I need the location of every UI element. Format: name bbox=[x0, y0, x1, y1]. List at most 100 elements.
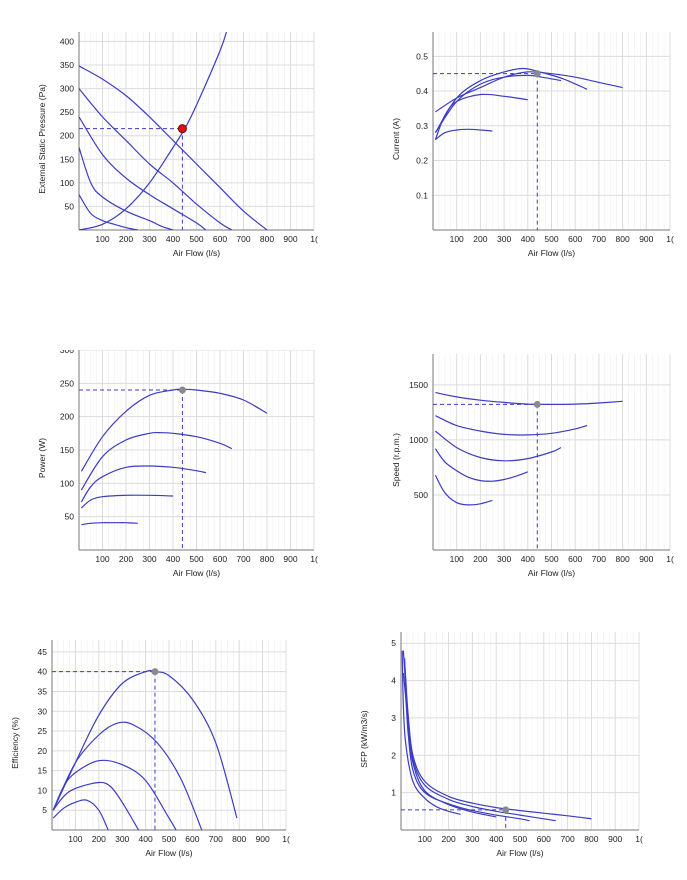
operating-point bbox=[533, 400, 541, 408]
series-group bbox=[401, 650, 592, 822]
gridlines bbox=[400, 632, 640, 830]
x-tick-label: 900 bbox=[639, 234, 653, 244]
y-tick-label: 200 bbox=[60, 412, 74, 422]
x-tick-label: 500 bbox=[544, 234, 558, 244]
y-tick-label: 40 bbox=[38, 667, 48, 677]
series-line-1 bbox=[52, 670, 238, 819]
x-tick-label: 200 bbox=[473, 234, 487, 244]
x-tick-label: 300 bbox=[115, 834, 129, 844]
x-tick-label: 300 bbox=[465, 834, 479, 844]
pressure-chart-svg: 100 200 300 400 500 600 700 800 900 1(50 100 150 200… bbox=[37, 32, 318, 258]
x-tick-label: 400 bbox=[166, 234, 180, 244]
x-tick-label: 200 bbox=[119, 554, 133, 564]
x-tick-label: 1( bbox=[635, 834, 643, 844]
gridlines bbox=[51, 640, 287, 830]
x-tick-label: 800 bbox=[232, 834, 246, 844]
series-line-3 bbox=[52, 759, 177, 830]
series-line-5 bbox=[79, 194, 138, 230]
x-axis-label: Air Flow (l/s) bbox=[496, 848, 543, 858]
gridlines bbox=[78, 32, 315, 230]
x-tick-label: 200 bbox=[119, 234, 133, 244]
series-line-4 bbox=[434, 93, 528, 140]
x-tick-label: 800 bbox=[616, 234, 630, 244]
x-tick-label: 600 bbox=[537, 834, 551, 844]
x-tick-label: 700 bbox=[592, 234, 606, 244]
x-tick-label: 700 bbox=[236, 234, 250, 244]
y-tick-label: 50 bbox=[65, 201, 75, 211]
y-tick-label: 30 bbox=[38, 706, 48, 716]
series-group bbox=[52, 670, 238, 830]
series-line-1 bbox=[435, 391, 623, 406]
y-tick-label: 25 bbox=[38, 726, 48, 736]
x-tick-label: 700 bbox=[209, 834, 223, 844]
x-tick-label: 900 bbox=[283, 554, 297, 564]
x-tick-label: 1( bbox=[666, 554, 674, 564]
x-tick-label: 300 bbox=[497, 554, 511, 564]
series-line-5 bbox=[435, 128, 493, 141]
x-axis-label: Air Flow (l/s) bbox=[173, 248, 220, 258]
x-tick-label: 300 bbox=[142, 554, 156, 564]
operating-point bbox=[533, 70, 541, 78]
y-tick-label: 300 bbox=[60, 350, 74, 355]
x-tick-label: 700 bbox=[592, 554, 606, 564]
x-tick-label: 600 bbox=[568, 554, 582, 564]
x-tick-label: 900 bbox=[608, 834, 622, 844]
series-line-1 bbox=[404, 661, 592, 820]
x-tick-label: 600 bbox=[568, 234, 582, 244]
x-tick-label: 400 bbox=[489, 834, 503, 844]
x-tick-label: 800 bbox=[616, 554, 630, 564]
y-tick-label: 0.1 bbox=[416, 190, 428, 200]
series-line-2 bbox=[434, 67, 588, 134]
x-tick-label: 400 bbox=[521, 234, 535, 244]
efficiency-chart-svg: 100 200 300 400 500 600 700 800 900 1(5 10 15 20 25 30… bbox=[10, 640, 290, 858]
y-tick-label: 10 bbox=[38, 785, 48, 795]
series-line-4 bbox=[402, 650, 497, 818]
x-tick-label: 600 bbox=[213, 554, 227, 564]
y-tick-label: 150 bbox=[60, 445, 74, 455]
operating-point bbox=[178, 386, 186, 394]
x-tick-label: 700 bbox=[236, 554, 250, 564]
series-line-3 bbox=[80, 465, 207, 503]
x-tick-label: 1( bbox=[282, 834, 290, 844]
x-tick-label: 100 bbox=[450, 554, 464, 564]
series-line-2 bbox=[52, 721, 203, 830]
x-tick-label: 1( bbox=[310, 554, 318, 564]
sfp-chart-svg: 100 200 300 400 500 600 700 800 900 1(1 2 3 4 5 Air Fl… bbox=[359, 632, 643, 858]
y-axis-label: External Static Pressure (Pa) bbox=[37, 84, 47, 194]
y-tick-label: 5 bbox=[391, 638, 396, 648]
y-tick-label: 0.3 bbox=[416, 121, 428, 131]
x-tick-label: 400 bbox=[166, 554, 180, 564]
y-tick-label: 1500 bbox=[409, 380, 428, 390]
y-tick-label: 0.5 bbox=[416, 51, 428, 61]
x-tick-label: 600 bbox=[213, 234, 227, 244]
x-tick-label: 800 bbox=[584, 834, 598, 844]
x-tick-label: 400 bbox=[521, 554, 535, 564]
series-line-6 bbox=[79, 32, 228, 230]
x-tick-label: 200 bbox=[92, 834, 106, 844]
y-tick-label: 500 bbox=[414, 490, 428, 500]
x-tick-label: 500 bbox=[162, 834, 176, 844]
x-tick-label: 100 bbox=[68, 834, 82, 844]
y-tick-label: 400 bbox=[60, 36, 74, 46]
x-tick-label: 500 bbox=[544, 554, 558, 564]
current-chart-svg: 100 200 300 400 500 600 700 800 900 1(0.1 0.2 0.3 0.… bbox=[391, 32, 674, 258]
x-tick-label: 900 bbox=[639, 554, 653, 564]
x-tick-label: 100 bbox=[95, 554, 109, 564]
operating-point bbox=[151, 668, 159, 676]
x-tick-label: 900 bbox=[283, 234, 297, 244]
y-tick-label: 4 bbox=[391, 676, 396, 686]
y-tick-label: 100 bbox=[60, 478, 74, 488]
operating-point bbox=[502, 806, 510, 814]
series-line-5 bbox=[52, 799, 109, 830]
series-line-4 bbox=[52, 781, 140, 830]
y-axis-label: SFP (kW/m3/s) bbox=[359, 710, 369, 768]
series-line-5 bbox=[401, 650, 461, 815]
x-axis-label: Air Flow (l/s) bbox=[528, 248, 575, 258]
series-group bbox=[434, 67, 623, 141]
x-tick-label: 1( bbox=[666, 234, 674, 244]
y-tick-label: 150 bbox=[60, 154, 74, 164]
x-axis-label: Air Flow (l/s) bbox=[173, 568, 220, 578]
x-tick-label: 1( bbox=[310, 234, 318, 244]
y-tick-label: 2 bbox=[391, 750, 396, 760]
x-tick-label: 500 bbox=[513, 834, 527, 844]
